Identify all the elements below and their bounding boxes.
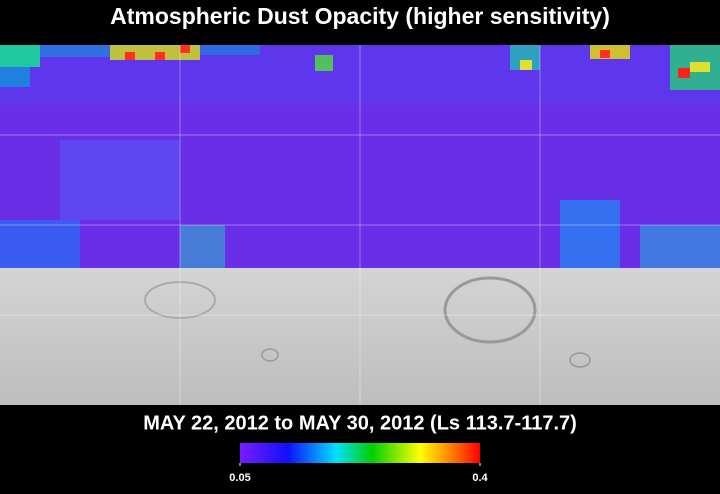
- colorbar: [240, 443, 480, 463]
- subtitle: MAY 22, 2012 to MAY 30, 2012 (Ls 113.7-1…: [143, 412, 577, 434]
- colorbar-tick-label: 0.05: [229, 472, 250, 484]
- title: Atmospheric Dust Opacity (higher sensiti…: [110, 3, 610, 29]
- colorbar-tick-label: 0.4: [472, 472, 488, 484]
- map: [0, 45, 720, 405]
- colorbar-ticks: 0.05 0.4: [229, 463, 489, 484]
